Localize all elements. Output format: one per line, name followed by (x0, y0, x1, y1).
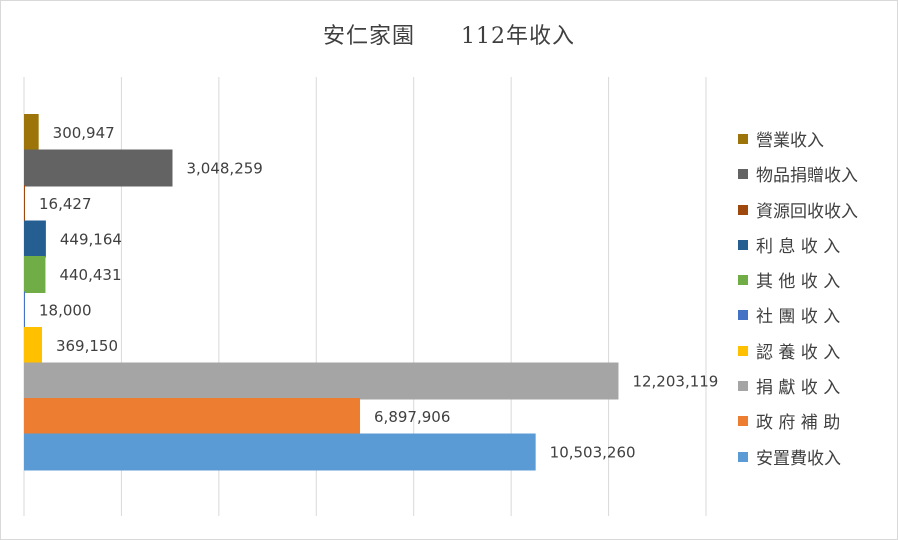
legend-swatch (738, 169, 748, 180)
legend-label: 其 他 收 入 (756, 272, 841, 293)
legend-swatch (738, 416, 748, 427)
legend-label: 捐 獻 收 入 (756, 378, 841, 399)
bar (24, 291, 25, 329)
legend-label: 政 府 補 助 (756, 413, 841, 434)
data-label: 3,048,259 (186, 160, 262, 178)
legend-swatch (738, 239, 748, 250)
legend-label: 認 養 收 入 (756, 342, 841, 363)
legend-swatch (738, 134, 748, 144)
bar (24, 114, 39, 151)
bar (24, 398, 361, 435)
legend-item: 營業收入 (738, 125, 898, 160)
bar (24, 327, 42, 364)
bar (24, 256, 46, 293)
legend-label: 安置費收入 (756, 448, 841, 469)
chart-legend: 營業收入物品捐贈收入 資源回收收入利 息 收 入其 他 收 入社 團 收 入認 養… (738, 125, 898, 478)
legend-swatch (738, 451, 748, 462)
legend-swatch (738, 204, 748, 215)
bar (24, 433, 536, 471)
data-label: 18,000 (39, 302, 92, 320)
legend-swatch (738, 381, 748, 392)
data-label: 369,150 (56, 337, 118, 355)
legend-item: 社 團 收 入 (738, 301, 898, 336)
legend-item: 利 息 收 入 (738, 231, 898, 266)
legend-swatch (738, 275, 748, 286)
legend-item: 認 養 收 入 (738, 337, 898, 372)
bar (24, 220, 46, 258)
data-label: 300,947 (53, 124, 115, 142)
legend-label: 營業收入 (756, 131, 824, 151)
legend-item: 捐 獻 收 入 (738, 372, 898, 407)
bar (24, 185, 25, 222)
chart-title: 安仁家園 112年收入 (323, 24, 575, 49)
legend-item: 物品捐贈收入 (738, 160, 898, 195)
legend-item: 資源回收收入 (738, 196, 898, 231)
legend-label: 資源回收收入 (756, 201, 858, 222)
data-label: 12,203,119 (632, 373, 718, 391)
legend-item: 安置費收入 (738, 443, 898, 478)
legend-label: 物品捐贈收入 (756, 166, 858, 187)
data-label: 6,897,906 (374, 408, 450, 426)
legend-swatch (738, 345, 748, 356)
legend-swatch (738, 310, 748, 321)
data-label: 440,431 (59, 266, 121, 284)
legend-label: 利 息 收 入 (756, 236, 841, 257)
data-label: 449,164 (60, 231, 122, 249)
bar (24, 362, 619, 400)
data-label: 16,427 (39, 195, 92, 213)
data-label: 10,503,260 (550, 444, 636, 462)
legend-label: 社 團 收 入 (756, 307, 841, 328)
legend-item: 其 他 收 入 (738, 266, 898, 301)
legend-item: 政 府 補 助 (738, 407, 898, 442)
bar (24, 149, 173, 187)
